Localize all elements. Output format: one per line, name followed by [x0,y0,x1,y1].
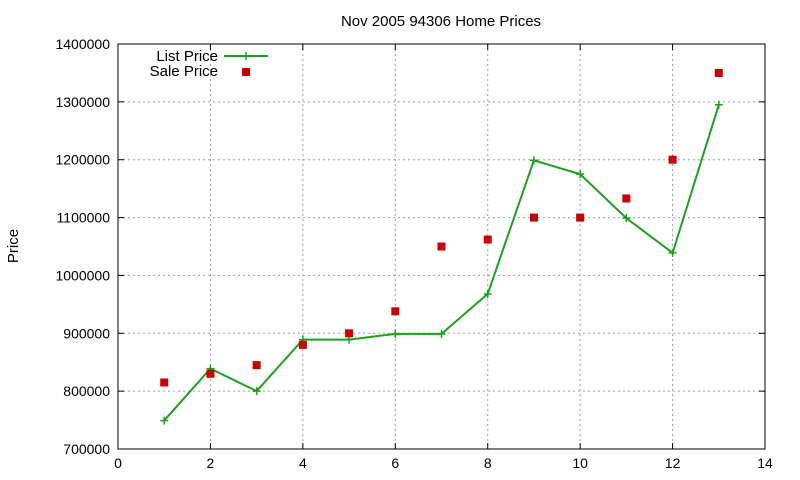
y-axis-label: Price [5,229,22,263]
x-tick-label: 14 [757,455,773,471]
data-point-sale-price [622,194,631,203]
x-tick-label: 4 [299,455,307,471]
legend-label-list-price: List Price [156,48,218,65]
data-point-sale-price [576,213,585,222]
data-point-sale-price [252,361,261,370]
data-point-sale-price [391,307,400,316]
data-point-sale-price [714,68,723,77]
data-point-list-price [437,329,446,338]
y-tick-label: 800000 [63,383,110,399]
x-tick-label: 10 [572,455,588,471]
y-tick-label: 700000 [63,441,110,457]
data-point-list-price [529,156,538,165]
y-tick-label: 1200000 [55,152,110,168]
y-tick-label: 900000 [63,325,110,341]
data-point-list-price [252,387,261,396]
data-point-sale-price [206,369,215,378]
y-tick-label: 1300000 [55,94,110,110]
x-tick-label: 12 [665,455,681,471]
y-tick-label: 1100000 [57,210,111,226]
data-point-list-price [576,170,585,179]
legend: List Price Sale Price [150,48,268,80]
data-point-list-price [714,100,723,109]
y-tick-label: 1400000 [55,36,110,52]
data-point-sale-price [437,242,446,251]
data-point-sale-price [298,340,307,349]
data-point-list-price [483,289,492,298]
series-line-list-price [163,104,720,422]
legend-label-sale-price: Sale Price [150,63,218,80]
data-point-sale-price [345,329,354,338]
x-tick-label: 8 [484,455,492,471]
tick-labels: 0 2 4 6 8 10 12 14 700000 800000 900000 1000000 1100… [55,36,773,471]
chart-title: Nov 2005 94306 Home Prices [341,13,541,30]
legend-marker-list-price [242,52,250,60]
x-tick-label: 2 [207,455,215,471]
x-tick-label: 6 [391,455,399,471]
plot-frame [117,43,766,450]
data-point-sale-price [668,155,677,164]
data-series [160,68,723,425]
data-point-list-price [668,248,677,257]
data-point-sale-price [529,213,538,222]
x-tick-label: 0 [114,455,122,471]
data-point-sale-price [160,378,169,387]
axis-ticks [117,43,766,450]
y-tick-label: 1000000 [55,267,110,283]
legend-marker-sale-price [242,68,250,76]
data-point-list-price [160,416,169,425]
data-point-list-price [391,329,400,338]
data-point-sale-price [483,235,492,244]
data-point-list-price [622,214,631,223]
